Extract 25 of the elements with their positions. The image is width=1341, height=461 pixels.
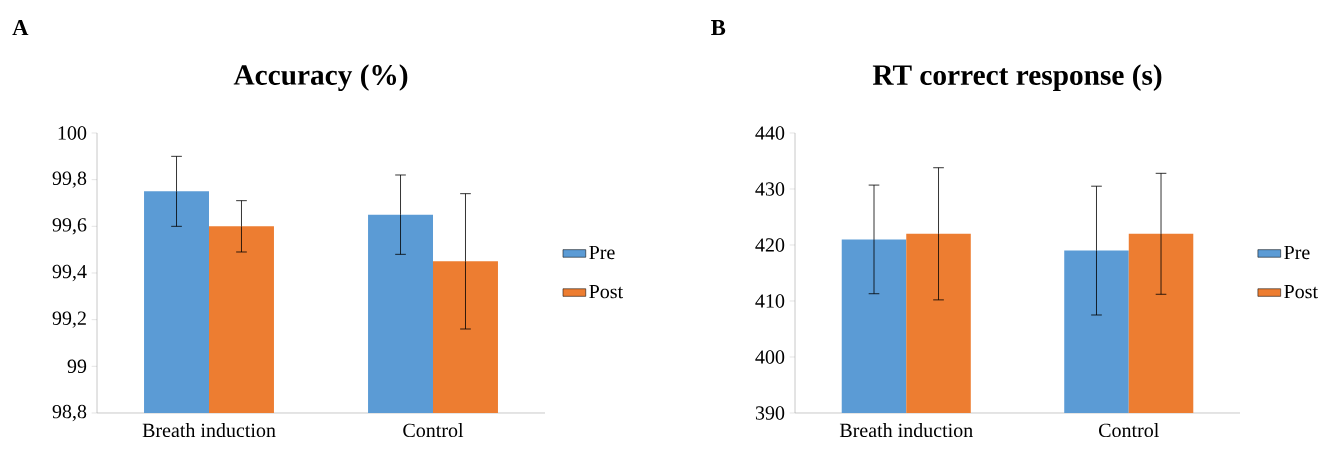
y-tick-label: 410 — [755, 294, 785, 308]
y-tick-label: 99 — [67, 359, 87, 374]
text: A — [12, 20, 29, 36]
x-tick-label: Breath induction — [839, 423, 973, 438]
y-tick-label: 98,8 — [52, 404, 87, 422]
legend-label: Post — [589, 285, 624, 299]
y-tick-label: 390 — [755, 406, 785, 420]
x-tick-label: Breath induction — [142, 423, 276, 438]
legend-label: Pre — [589, 245, 615, 260]
y-tick-label: 99,6 — [52, 218, 87, 235]
y-tick-label: 400 — [755, 350, 785, 364]
y-tick-label: 99,8 — [52, 171, 87, 188]
y-tick-label: 99,2 — [52, 311, 86, 328]
x-tick-label: Control — [1099, 423, 1159, 438]
y-tick-label: 100 — [58, 126, 87, 140]
chart-title: RT correct response (s) — [872, 64, 1162, 91]
y-tick-label: 440 — [755, 126, 785, 140]
legend-label: Pre — [1284, 245, 1310, 260]
y-tick-label: 420 — [755, 238, 785, 252]
text: B — [711, 20, 726, 36]
chart-title: Accuracy (%) — [233, 64, 408, 91]
y-tick-label: 430 — [755, 182, 785, 196]
x-tick-label: Control — [403, 423, 464, 438]
y-tick-label: 99,4 — [52, 264, 87, 282]
legend-label: Post — [1284, 285, 1318, 299]
